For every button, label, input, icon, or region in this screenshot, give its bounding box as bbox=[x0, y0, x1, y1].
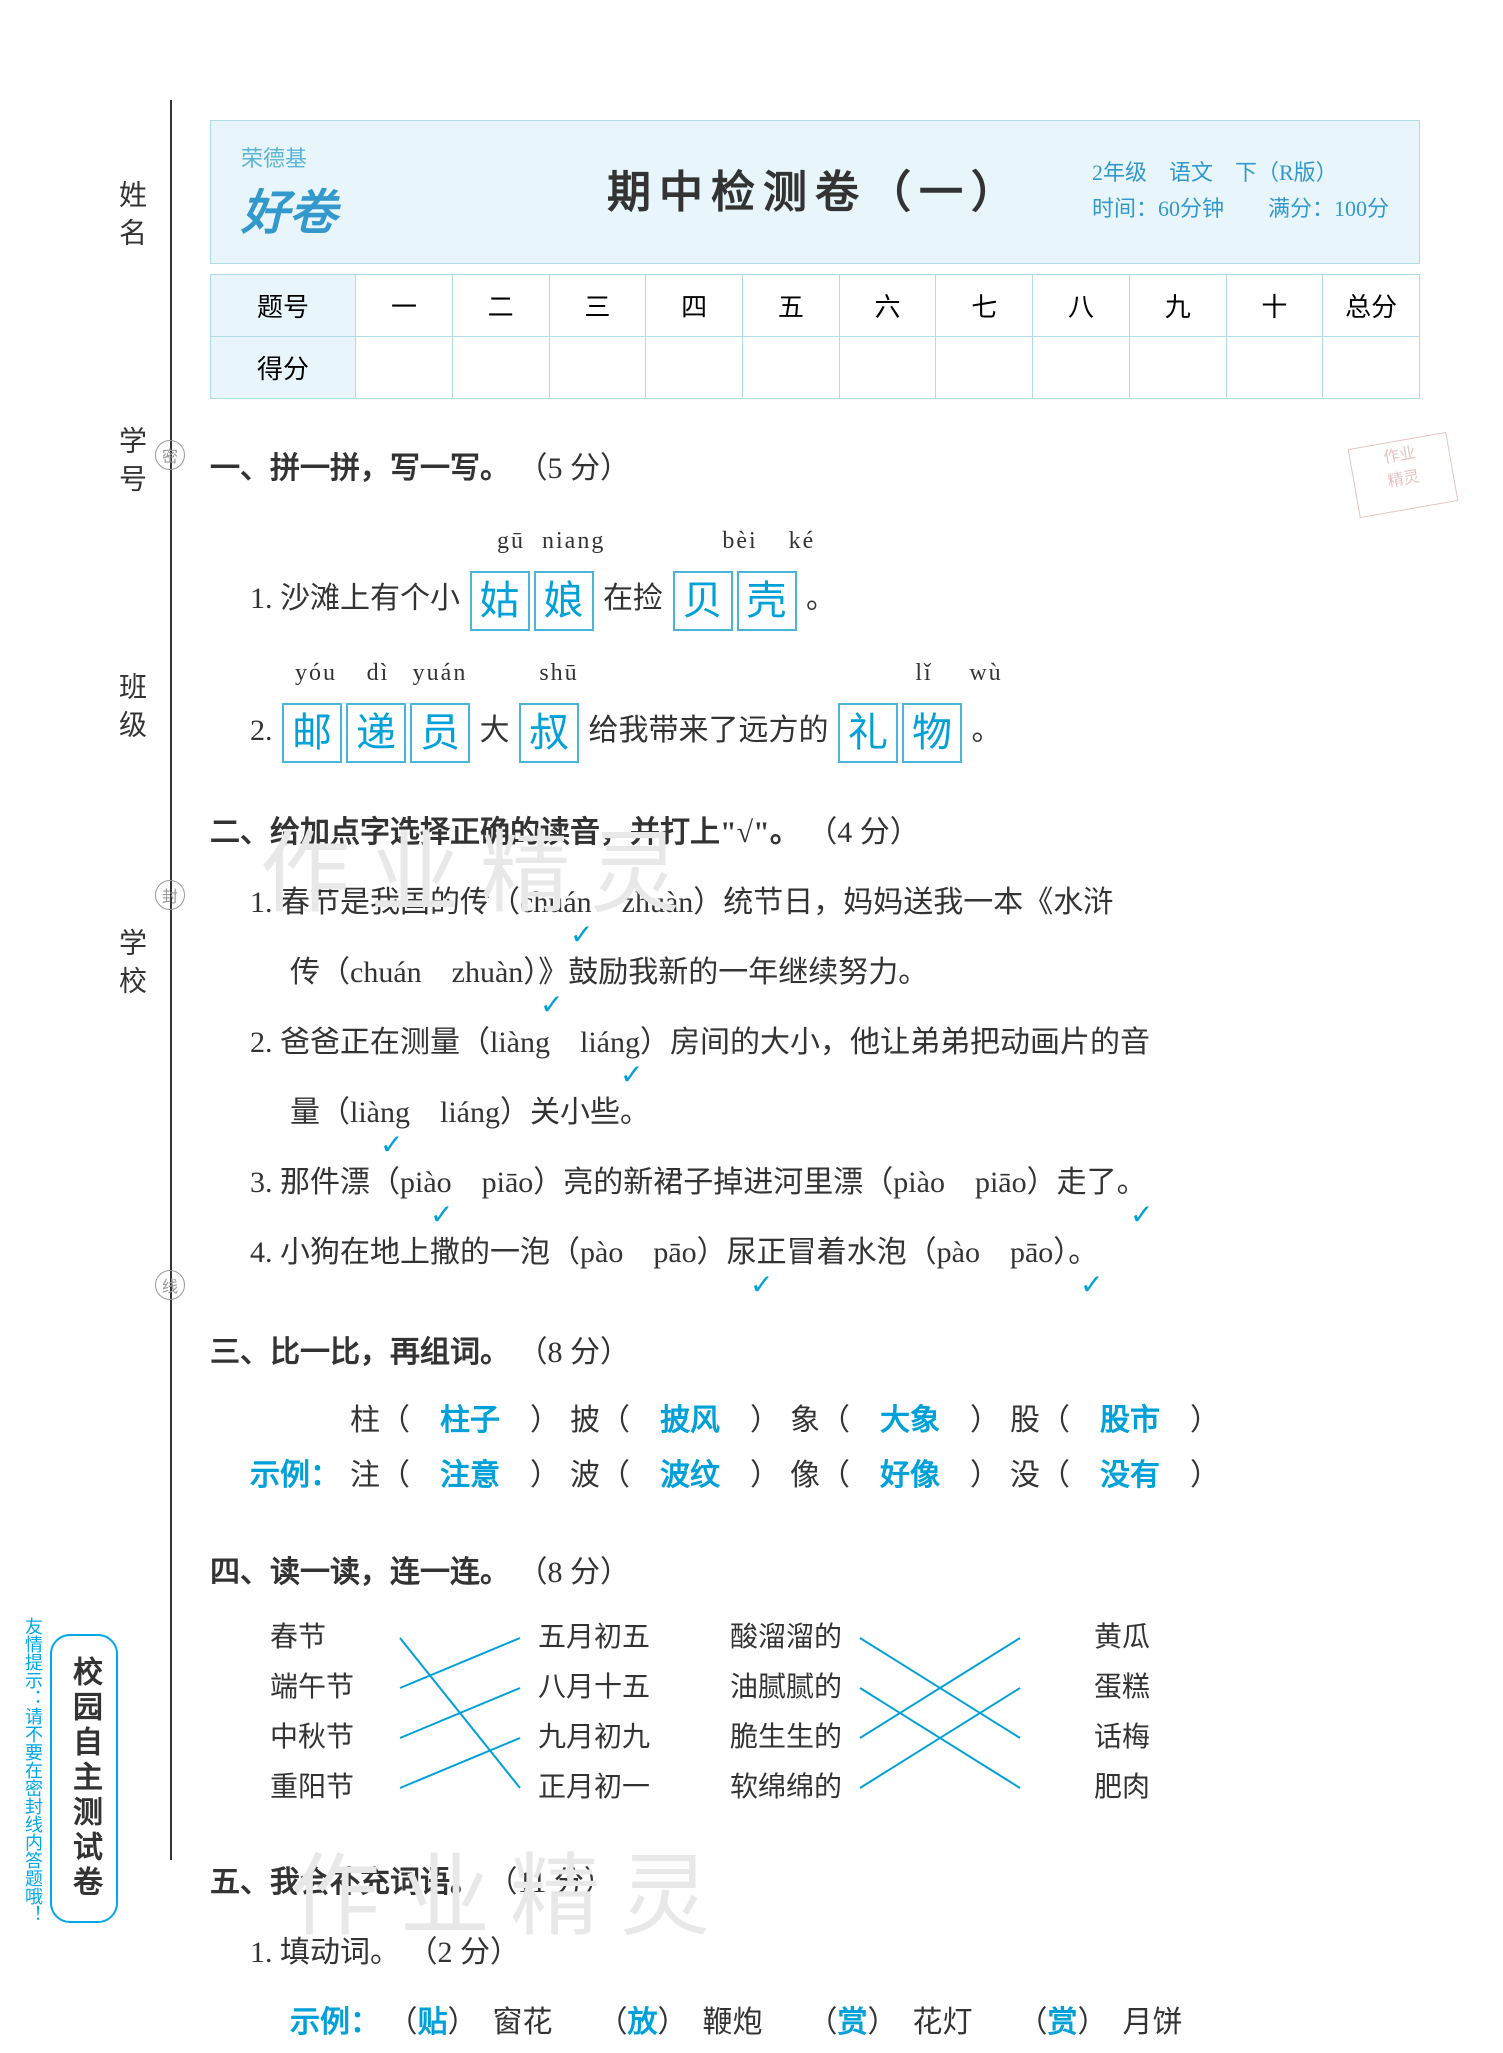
q5-items: 示例： （贴） 窗花 （放） 鞭炮 （赏） 花灯 （赏） 月饼 bbox=[290, 1993, 1420, 2053]
q2-line3: 3. 那件漂（piào piāo）亮的新裙子掉进河里漂（piào piāo）走了… bbox=[250, 1153, 1420, 1213]
answer-box[interactable]: 叔 bbox=[519, 703, 579, 763]
label-class: 班级 bbox=[110, 672, 150, 748]
match-group-1: 春节端午节中秋节重阳节 五月初五八月十五九月初九正月初一 bbox=[270, 1613, 650, 1813]
binding-sidebar: 姓名 学号 班级 学校 密 封 线 bbox=[40, 100, 200, 1900]
q2-title: 二、给加点字选择正确的读音，并打上"√"。 bbox=[210, 816, 800, 849]
answer-box[interactable]: 物 bbox=[902, 703, 962, 763]
row2-label: 得分 bbox=[211, 337, 356, 399]
score-header-row: 题号 一 二 三 四 五 六 七 八 九 十 总分 bbox=[211, 275, 1420, 337]
q3-title: 三、比一比，再组词。 bbox=[210, 1336, 510, 1369]
page-content: 荣德基 好卷 期中检测卷（一） 2年级 语文 下（R版） 时间：60分钟 满分：… bbox=[210, 120, 1420, 2053]
answer-box[interactable]: 礼 bbox=[838, 703, 898, 763]
answer-box[interactable]: 邮 bbox=[282, 703, 342, 763]
question-2: 二、给加点字选择正确的读音，并打上"√"。 （4 分） 1. 春节是我国的传（c… bbox=[210, 803, 1420, 1283]
match-lines bbox=[270, 1613, 650, 1813]
answer-box[interactable]: 员 bbox=[410, 703, 470, 763]
answer-box[interactable]: 姑 bbox=[470, 571, 530, 631]
q3-pair: 象（ 大象 ）像（ 好像 ） bbox=[790, 1393, 1000, 1503]
q5-item: （赏） 月饼 bbox=[1033, 2006, 1243, 2039]
label-id: 学号 bbox=[110, 426, 150, 502]
answer-box[interactable]: 贝 bbox=[673, 571, 733, 631]
meta-info: 2年级 语文 下（R版） 时间：60分钟 满分：100分 bbox=[1092, 151, 1389, 227]
score-table: 题号 一 二 三 四 五 六 七 八 九 十 总分 得分 bbox=[210, 274, 1420, 399]
header-box: 荣德基 好卷 期中检测卷（一） 2年级 语文 下（R版） 时间：60分钟 满分：… bbox=[210, 120, 1420, 264]
page-title: 期中检测卷（一） bbox=[607, 156, 1023, 220]
q3-pair: 披（ 披风 ）波（ 波纹 ） bbox=[570, 1393, 780, 1503]
q3-pair: 股（ 股市 ）没（ 没有 ） bbox=[1010, 1393, 1220, 1503]
q5-sub1: 1. 填动词。 （2 分） bbox=[250, 1923, 1420, 1983]
q2-line1b: 传（chuán zhuàn）》鼓励我新的一年继续努力。 ✓ bbox=[290, 943, 1420, 1003]
test-tag: 校园自主测试卷 bbox=[50, 1634, 118, 1923]
question-1: 一、拼一拼，写一写。 （5 分） gūniang bèiké 1. 沙滩上有个小… bbox=[210, 439, 1420, 763]
q1-line2: yóudìyuán shū lǐwù 2. 邮递员 大 叔 给我带来了远方的 礼… bbox=[250, 641, 1420, 763]
label-name: 姓名 bbox=[110, 180, 150, 256]
q2-line1: 1. 春节是我国的传（chuán zhuàn）统节日，妈妈送我一本《水浒 ✓ bbox=[250, 873, 1420, 933]
q5-score: （11 分） bbox=[488, 1866, 614, 1899]
side-labels: 姓名 学号 班级 学校 bbox=[110, 140, 190, 1044]
hint-text: 友情提示：请不要在密封线内答题哦！ bbox=[20, 1617, 46, 1923]
q3-pair: 柱（ 柱子 ）注（ 注意 ） bbox=[350, 1393, 560, 1503]
q4-match: 春节端午节中秋节重阳节 五月初五八月十五九月初九正月初一 酸溜溜的油腻腻的脆生生… bbox=[270, 1613, 1420, 1813]
answer-box[interactable]: 娘 bbox=[534, 571, 594, 631]
label-school: 学校 bbox=[110, 928, 150, 1004]
q3-grid: 示例： 柱（ 柱子 ）注（ 注意 ）披（ 披风 ）波（ 波纹 ）象（ 大象 ）像… bbox=[250, 1393, 1420, 1503]
q5-title: 五、我会补充词语。 bbox=[210, 1866, 480, 1899]
q1-title: 一、拼一拼，写一写。 bbox=[210, 452, 510, 485]
row1-label: 题号 bbox=[211, 275, 356, 337]
meta-grade: 2年级 语文 下（R版） bbox=[1092, 155, 1389, 187]
q5-item: （放） 鞭炮 bbox=[613, 2006, 823, 2039]
q4-title: 四、读一读，连一连。 bbox=[210, 1556, 510, 1589]
brand-text: 荣德基 bbox=[241, 146, 307, 171]
seal-circle-1: 密 bbox=[155, 440, 185, 470]
seal-circle-2: 封 bbox=[155, 880, 185, 910]
q2-score: （4 分） bbox=[807, 816, 920, 849]
q2-line2: 2. 爸爸正在测量（liàng liáng）房间的大小，他让弟弟把动画片的音 ✓ bbox=[250, 1013, 1420, 1073]
question-5: 五、我会补充词语。 （11 分） 1. 填动词。 （2 分） 示例： （贴） 窗… bbox=[210, 1853, 1420, 2053]
brand-logo: 好卷 bbox=[241, 187, 337, 240]
check-icon: ✓ bbox=[750, 1258, 773, 1314]
q2-line4: 4. 小狗在地上撒的一泡（pào pāo）尿正冒着水泡（pào pāo）。 ✓ … bbox=[250, 1223, 1420, 1283]
meta-time: 时间：60分钟 满分：100分 bbox=[1092, 191, 1389, 223]
q5-item: （赏） 花灯 bbox=[823, 2006, 1033, 2039]
q1-score: （5 分） bbox=[518, 452, 631, 485]
question-4: 四、读一读，连一连。 （8 分） 春节端午节中秋节重阳节 五月初五八月十五九月初… bbox=[210, 1543, 1420, 1813]
match-lines bbox=[730, 1613, 1150, 1813]
q2-line2b: 量（liàng liáng）关小些。 ✓ bbox=[290, 1083, 1420, 1143]
seal-circle-3: 线 bbox=[155, 1270, 185, 1300]
match-group-2: 酸溜溜的油腻腻的脆生生的软绵绵的 黄瓜蛋糕话梅肥肉 bbox=[730, 1613, 1150, 1813]
score-value-row: 得分 bbox=[211, 337, 1420, 399]
question-3: 三、比一比，再组词。 （8 分） 示例： 柱（ 柱子 ）注（ 注意 ）披（ 披风… bbox=[210, 1323, 1420, 1503]
answer-box[interactable]: 递 bbox=[346, 703, 406, 763]
q5-item: （贴） 窗花 bbox=[388, 2006, 613, 2039]
check-icon: ✓ bbox=[1080, 1258, 1103, 1314]
q4-score: （8 分） bbox=[518, 1556, 631, 1589]
q3-score: （8 分） bbox=[518, 1336, 631, 1369]
q1-line1: gūniang bèiké 1. 沙滩上有个小 姑娘 在捡 贝壳 。 bbox=[250, 509, 1420, 631]
answer-box[interactable]: 壳 bbox=[737, 571, 797, 631]
